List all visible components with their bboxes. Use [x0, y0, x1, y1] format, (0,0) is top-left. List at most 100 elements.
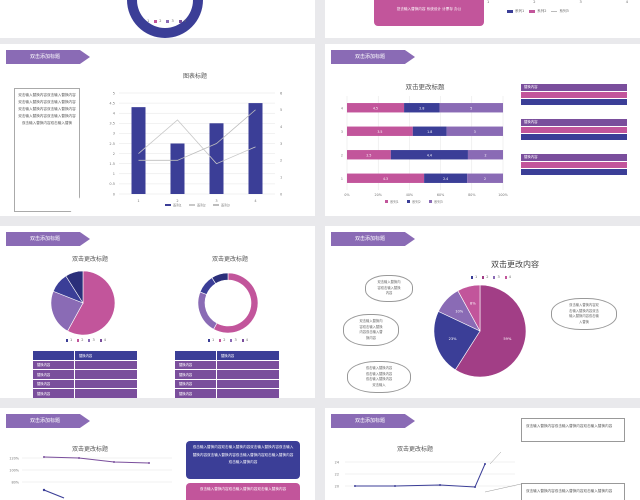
bar-segment	[390, 150, 468, 160]
text-box-outline-1: 双击输入替换内容双击输入替换内容双击输入替换内容	[521, 418, 625, 442]
table-cell: 替换内容	[174, 369, 217, 380]
y-tick-label: 1	[341, 177, 343, 181]
slide-thumbnail-2[interactable]: 您去输入替换内容 系统设计 计票存 办公 1 2 3 4 系列1 系列2 系列3	[325, 0, 640, 38]
text-box-pink: 双击输入替换内容双击输入替换内容双击输入替换内容	[186, 483, 300, 500]
slide-title: 双击添加标题	[30, 418, 61, 424]
chart-legend: 系列1 系列2 系列3	[507, 9, 569, 14]
slide-title: 双击添加标题	[355, 236, 386, 242]
legend-label: 系列1	[173, 203, 182, 208]
table-header-cell	[32, 350, 75, 361]
y-tick-label: 20	[335, 484, 339, 488]
slide-thumbnail-6[interactable]: 双击添加标题 双击更改内容 1 2 3 4 59% 23% 10% 8% 双击输入替换…	[325, 226, 640, 398]
chart-legend: 1 2 3 4	[142, 19, 186, 23]
x-tick-label: 4	[254, 199, 257, 203]
slide-thumbnail-5[interactable]: 双击添加标题 双击更改标题 双击更改标题 1 2 3 4 1 2 3 4 替换内…	[0, 226, 315, 398]
chart-title: 双击更改标题	[71, 256, 108, 263]
x-tick-label: 100%	[498, 193, 507, 197]
legend-label: 系列3	[434, 199, 443, 204]
y-tick-label: 2.5	[109, 142, 115, 146]
table-cell	[74, 378, 138, 389]
y-tick-label: 0	[113, 192, 115, 196]
x-tick-label: 1	[137, 199, 139, 203]
cloud-callout-1: 双击输入替换内 容双击输入替换 内容	[365, 275, 413, 302]
y-tick-label: 80%	[11, 480, 19, 484]
table-cell: 替换内容	[174, 359, 217, 370]
table-row: 替换内容	[174, 369, 280, 380]
y-tick-label: 1	[113, 172, 115, 176]
x-tick-label: 2	[176, 199, 178, 203]
x-tick-label: 80%	[468, 193, 475, 197]
table-cell: 替换内容	[174, 378, 217, 389]
x-tick-label: 0%	[344, 193, 349, 197]
table-cell: 替换内容	[32, 378, 75, 389]
table-row: 替换内容	[174, 359, 280, 370]
data-label: 3.5	[377, 130, 382, 134]
y-tick-label: 4	[341, 107, 343, 111]
bar-line-combo-chart: 0 0.5 1 1.5 2 2.5 3 3.5 4 4.5 5 0 1 2 3 4 5 6 1 2 3 4 系列1 系列2 系列…	[109, 91, 283, 208]
x-tick-label: 3	[215, 199, 217, 203]
legend-swatch	[429, 200, 432, 203]
data-label: 59%	[503, 337, 512, 341]
data-label: 10%	[455, 310, 464, 314]
info-bar	[521, 99, 627, 105]
y-tick-label: 1.5	[109, 162, 115, 166]
bar-segment	[404, 103, 440, 113]
tick-label: 2	[533, 0, 536, 4]
pie-slice	[457, 284, 481, 332]
data-table: 替换内容 替换内容 替换内容 替换内容 替换内容	[32, 350, 138, 398]
line-chart: 120% 100% 80%	[9, 456, 172, 499]
legend-item-2: 2	[154, 19, 161, 23]
slide-title: 双击添加标题	[30, 54, 61, 60]
donut-legend: 1 2 3 4	[208, 338, 248, 342]
x-tick-label: 60%	[437, 193, 444, 197]
line-series	[43, 489, 65, 499]
line-series	[43, 456, 150, 464]
data-label: 5	[470, 107, 472, 111]
line-point	[78, 457, 80, 459]
pie-slice	[454, 284, 527, 378]
y-tick-label: 120%	[9, 456, 19, 460]
donut-chart	[197, 272, 259, 334]
legend-swatch	[189, 204, 195, 206]
y2-tick-label: 0	[280, 192, 282, 196]
slide-title-tag: 双击添加标题	[331, 232, 415, 246]
legend-item-4: 4	[178, 19, 186, 23]
tick-label: 1	[487, 0, 490, 4]
data-label: 4.5	[373, 107, 378, 111]
text-box-navy: 双击输入替换内容双击输入替换内容双击输入替换内容双击输入替换内容双击输入替换内容…	[186, 441, 300, 479]
y-tick-label: 24	[335, 460, 339, 464]
bar-segment	[347, 173, 425, 183]
pie-slice	[213, 272, 259, 334]
pie-legend: 1 2 3 4	[471, 275, 511, 279]
data-label: 2.5	[366, 154, 371, 158]
table-row: 替换内容	[32, 388, 138, 398]
line-point	[439, 484, 441, 486]
chart-title: 图表标题	[182, 73, 207, 80]
y-tick-label: 4	[113, 112, 116, 116]
pie-legend: 1 2 3 4	[66, 338, 106, 342]
slide-thumbnail-4[interactable]: 双击添加标题 双击更改标题 0% 20% 40% 60% 80% 100% 4.5 2.8 5 4…	[325, 44, 640, 216]
slide-thumbnail-3[interactable]: 双击添加标题 双击输入替换内容双击输入替换内容双击输入替换内容双击输入替换内容双…	[0, 44, 315, 216]
tick-label: 3	[579, 0, 582, 4]
table-header-row: 替换内容	[32, 350, 138, 361]
slide-thumbnail-7[interactable]: 双击添加标题 双击更改标题 120% 100% 80% 双击输入替换内容双击输入替换…	[0, 408, 315, 500]
bar-series1	[131, 107, 146, 194]
data-label: 23%	[449, 337, 458, 341]
pie-chart	[50, 270, 116, 336]
pie-chart: 59% 23% 10% 8%	[433, 284, 527, 378]
line-point	[394, 485, 396, 487]
text-note-box: 双击输入替换内容双击输入替换内容双击输入替换内容双击输入替换内容双击输入替换内容…	[14, 88, 80, 212]
bar-segment	[446, 126, 503, 136]
x-tick-label: 20%	[375, 193, 382, 197]
tick-label: 4	[625, 0, 628, 4]
slide-title-tag: 双击添加标题	[331, 50, 415, 64]
info-header: 替换内容	[521, 84, 627, 91]
slide-thumbnail-8[interactable]: 双击添加标题 双击更改标题 24 22 20 双击输入替换内容双击输入替换内容双击输…	[325, 408, 640, 500]
y-tick-label: 2	[113, 152, 115, 156]
y-tick-label: 4.5	[109, 101, 115, 105]
table-cell	[216, 378, 280, 389]
table-row: 替换内容	[32, 369, 138, 380]
slide-thumbnail-1[interactable]: 1 2 3 4	[0, 0, 315, 38]
table-header-cell: 替换内容	[216, 350, 280, 361]
y-tick-label: 100%	[9, 468, 19, 472]
